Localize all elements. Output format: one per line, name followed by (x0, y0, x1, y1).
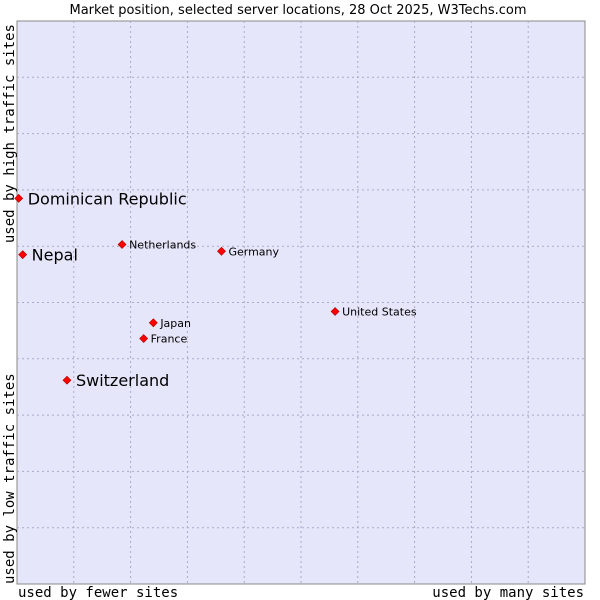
point-france (139, 334, 149, 343)
point-label-netherlands: Netherlands (129, 239, 196, 252)
point-netherlands (117, 240, 127, 249)
point-label-japan: Japan (159, 317, 191, 330)
point-japan (148, 318, 158, 328)
point-germany (217, 246, 226, 256)
point-dominican-republic (14, 193, 24, 203)
x-axis-label-left: used by fewer sites (18, 585, 178, 600)
point-label-dominican-republic: Dominican Republic (28, 189, 187, 208)
point-label-switzerland: Switzerland (76, 371, 169, 390)
chart-title: Market position, selected server locatio… (69, 3, 526, 18)
point-switzerland (62, 375, 72, 385)
y-axis-label-high: used by high traffic sites (2, 24, 18, 243)
point-nepal (18, 250, 28, 260)
data-points: Dominican Republic Nepal Switzerland Nether… (14, 189, 417, 390)
grid-lines (17, 21, 585, 584)
point-label-germany: Germany (228, 245, 279, 258)
point-label-united-states: United States (342, 306, 417, 319)
point-label-france: France (151, 333, 188, 346)
point-label-nepal: Nepal (32, 246, 78, 265)
y-axis-label-low: used by low traffic sites (2, 373, 18, 584)
point-united-states (330, 307, 340, 316)
x-axis-label-right: used by many sites (432, 585, 584, 600)
